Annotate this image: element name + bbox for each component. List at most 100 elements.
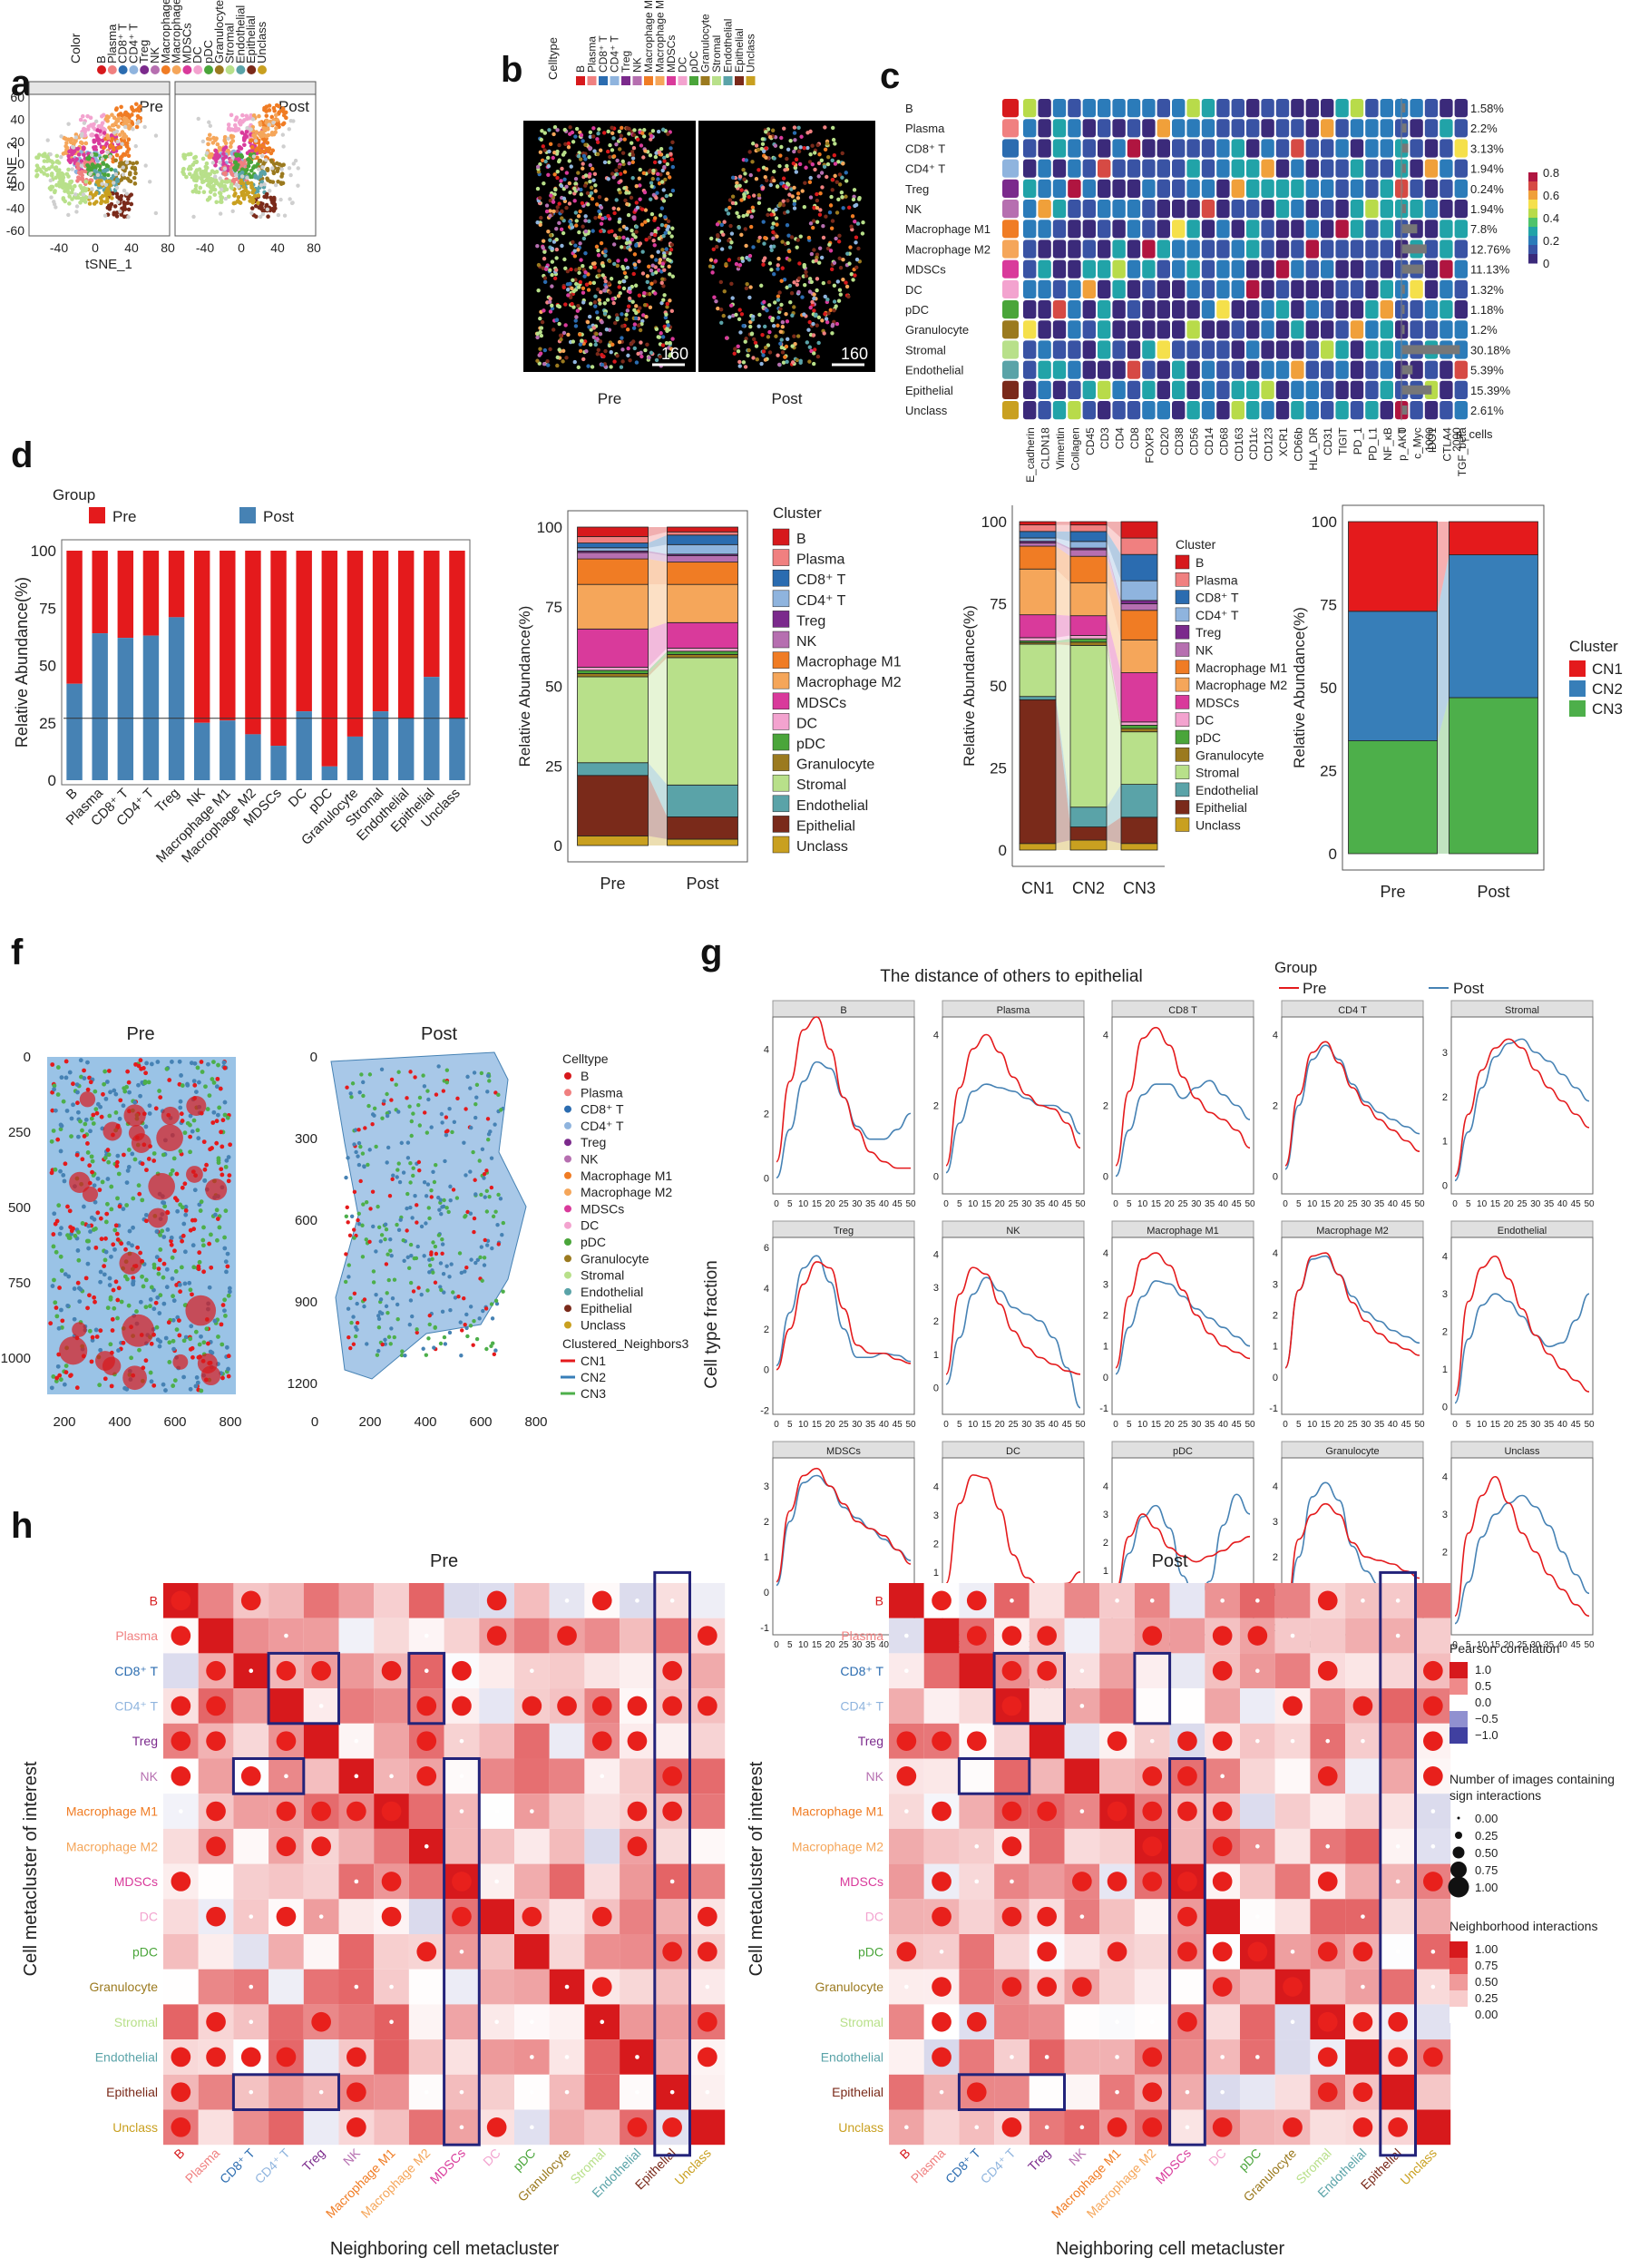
heatmap-cell bbox=[1052, 119, 1067, 138]
heatmap-cell bbox=[1321, 401, 1334, 420]
heatmap-cell bbox=[1231, 380, 1244, 399]
tissue-cell bbox=[776, 362, 782, 367]
tissue-cell bbox=[634, 310, 639, 316]
tsne-point bbox=[192, 155, 197, 161]
graph-node bbox=[137, 1347, 142, 1353]
tissue-cell bbox=[810, 161, 815, 167]
graph-node bbox=[102, 1272, 107, 1277]
graph-node bbox=[60, 1318, 65, 1324]
tissue-cell bbox=[816, 315, 822, 320]
heatmap-cell bbox=[1142, 320, 1156, 339]
tissue-cell bbox=[550, 284, 554, 288]
stacked-bar-segment bbox=[577, 673, 649, 678]
y-tick-label: 100 bbox=[1312, 513, 1337, 531]
tissue-cell bbox=[734, 184, 739, 189]
heatmap-cell bbox=[1098, 259, 1111, 279]
graph-node bbox=[105, 1177, 111, 1181]
graph-node bbox=[53, 1167, 58, 1172]
tissue-cell bbox=[611, 206, 616, 210]
tissue-cell bbox=[729, 240, 734, 245]
graph-node bbox=[49, 1139, 54, 1144]
heatmap-cell bbox=[1321, 340, 1334, 359]
legend-swatch bbox=[1175, 748, 1190, 762]
graph-node bbox=[405, 1140, 411, 1145]
tsne-point bbox=[71, 145, 76, 150]
col-label: Collagen bbox=[1069, 427, 1081, 470]
tsne-point bbox=[210, 161, 216, 165]
graph-node bbox=[482, 1176, 486, 1180]
tissue-cell bbox=[626, 353, 630, 358]
tsne-point bbox=[122, 175, 127, 181]
stacked-bar-segment bbox=[1069, 615, 1108, 636]
heatmap-cell bbox=[1305, 220, 1319, 239]
legend-label: DC bbox=[796, 716, 817, 731]
tissue-cell bbox=[580, 200, 585, 206]
graph-node bbox=[124, 1203, 130, 1207]
graph-node bbox=[356, 1128, 361, 1132]
tissue-cell bbox=[728, 303, 734, 308]
tissue-cell bbox=[782, 126, 786, 131]
graph-node bbox=[195, 1065, 200, 1070]
tissue-cell bbox=[576, 304, 581, 308]
facet-strip bbox=[28, 81, 171, 95]
tissue-cell bbox=[800, 189, 805, 193]
graph-node bbox=[157, 1311, 162, 1315]
tsne-point bbox=[37, 152, 42, 157]
x-tick-label: CN1 bbox=[1021, 879, 1054, 897]
heatmap-cell bbox=[1454, 320, 1468, 339]
tissue-cell bbox=[773, 143, 778, 148]
tsne-point bbox=[212, 170, 217, 175]
graph-node bbox=[451, 1188, 456, 1192]
graph-node bbox=[112, 1246, 117, 1252]
tissue-cell bbox=[815, 288, 819, 293]
graph-node bbox=[65, 1204, 70, 1209]
tissue-cell bbox=[535, 243, 540, 249]
tissue-cell bbox=[597, 195, 602, 200]
tsne-point bbox=[275, 118, 280, 122]
panel-letter-g: g bbox=[700, 933, 723, 973]
tsne-point bbox=[237, 200, 241, 204]
tsne-point bbox=[276, 166, 281, 171]
tissue-cell bbox=[647, 356, 651, 360]
stacked-bar-segment bbox=[577, 667, 649, 671]
heatmap-cell bbox=[1098, 320, 1111, 339]
tissue-cell bbox=[775, 222, 779, 227]
heatmap-cell bbox=[1098, 360, 1111, 379]
tsne-point bbox=[264, 191, 269, 197]
tissue-cell bbox=[660, 261, 666, 266]
tissue-cell bbox=[610, 297, 615, 301]
graph-node bbox=[357, 1090, 362, 1095]
graph-node bbox=[216, 1334, 220, 1339]
tissue-cell bbox=[649, 211, 655, 217]
heatmap-cell bbox=[1410, 279, 1423, 298]
graph-node bbox=[222, 1246, 228, 1251]
tsne-point bbox=[46, 166, 52, 171]
tissue-cell bbox=[599, 205, 604, 210]
heatmap-cell bbox=[1335, 99, 1349, 118]
tissue-cell bbox=[776, 256, 781, 261]
stacked-bar-segment bbox=[1120, 610, 1158, 640]
tissue-cell bbox=[581, 139, 585, 143]
graph-node bbox=[422, 1254, 426, 1258]
stacked-bar-segment bbox=[1348, 521, 1438, 612]
alluvial-band bbox=[1056, 614, 1070, 638]
tissue-cell bbox=[579, 258, 583, 262]
tissue-cell bbox=[856, 246, 861, 251]
heatmap-cell bbox=[1261, 119, 1274, 138]
tissue-cell bbox=[761, 149, 766, 154]
graph-node bbox=[355, 1320, 360, 1325]
stacked-bar-segment bbox=[1120, 725, 1158, 729]
graph-node bbox=[489, 1156, 494, 1160]
heatmap-cell bbox=[1231, 279, 1244, 298]
col-label: CD31 bbox=[1322, 427, 1334, 455]
tissue-cell bbox=[656, 129, 661, 134]
graph-node bbox=[170, 1276, 175, 1281]
tissue-cell bbox=[600, 353, 604, 357]
legend-swatch bbox=[1569, 680, 1586, 697]
heatmap-cell bbox=[1365, 300, 1379, 319]
tissue-cell bbox=[571, 339, 576, 344]
graph-node bbox=[138, 1250, 143, 1256]
legend-entry-dot bbox=[129, 65, 139, 74]
tissue-cell bbox=[557, 321, 561, 327]
